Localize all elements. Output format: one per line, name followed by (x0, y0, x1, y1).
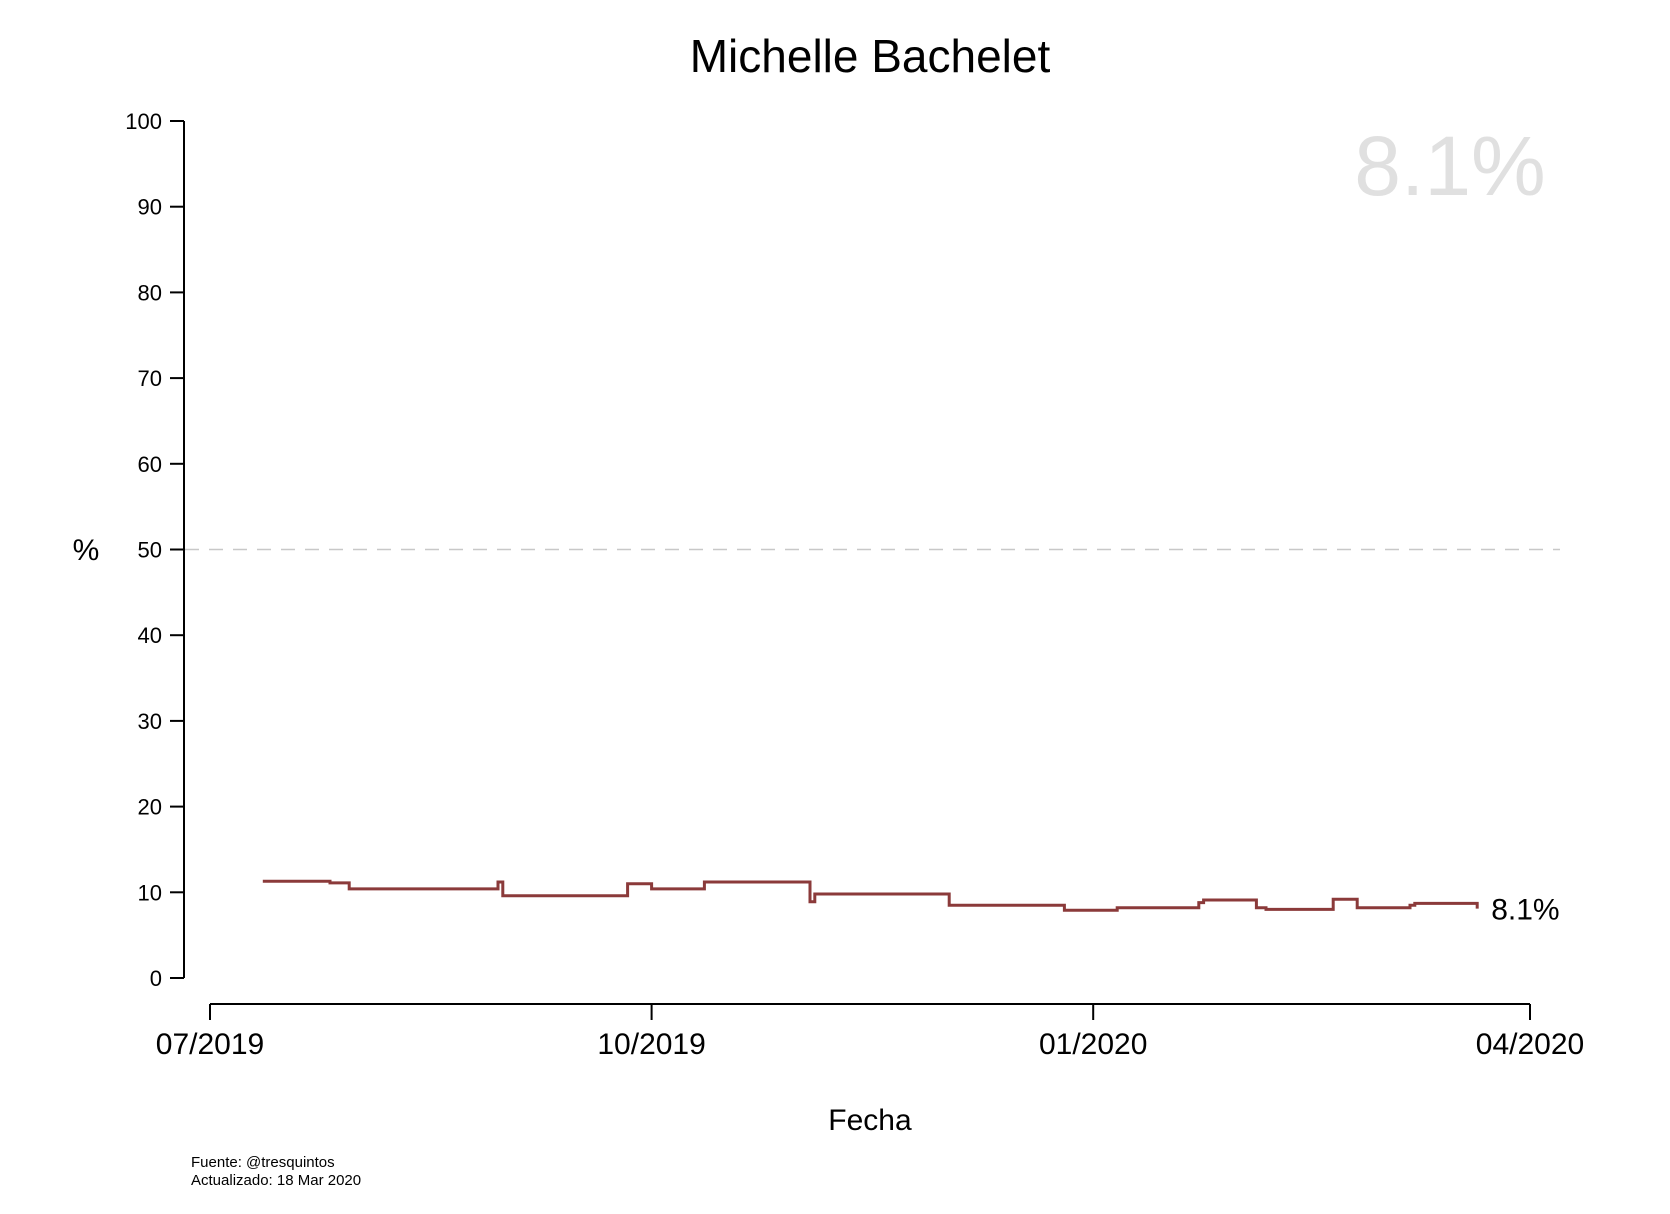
chart-title: Michelle Bachelet (690, 30, 1051, 82)
y-tick-label: 100 (125, 109, 162, 134)
x-axis: 07/2019 10/2019 01/2020 04/2020 (156, 1003, 1584, 1061)
y-tick-label: 40 (138, 623, 162, 648)
y-tick-label: 10 (138, 880, 162, 905)
x-tick-label: 01/2020 (1039, 1028, 1147, 1061)
y-axis: 0 10 20 30 40 50 60 70 80 90 100 (125, 109, 185, 991)
series-line (262, 879, 1479, 912)
y-tick-label: 70 (138, 366, 162, 391)
footer-source: Fuente: @tresquintos (191, 1154, 335, 1171)
y-tick-label: 60 (138, 452, 162, 477)
y-tick-label: 80 (138, 280, 162, 305)
footer-updated: Actualizado: 18 Mar 2020 (191, 1172, 361, 1189)
x-tick-label: 10/2019 (597, 1028, 705, 1061)
x-axis-label: Fecha (828, 1104, 912, 1137)
y-axis-label: % (73, 534, 100, 567)
highlight-value: 8.1% (1354, 119, 1545, 213)
series-line-group: 8.1% (262, 879, 1560, 927)
x-tick-label: 04/2020 (1476, 1028, 1584, 1061)
y-tick-label: 90 (138, 195, 162, 220)
y-tick-label: 20 (138, 795, 162, 820)
x-tick-label: 07/2019 (156, 1028, 264, 1061)
y-tick-label: 30 (138, 709, 162, 734)
series-end-label: 8.1% (1491, 894, 1559, 927)
y-tick-label: 0 (150, 966, 162, 991)
y-tick-label: 50 (138, 538, 162, 563)
